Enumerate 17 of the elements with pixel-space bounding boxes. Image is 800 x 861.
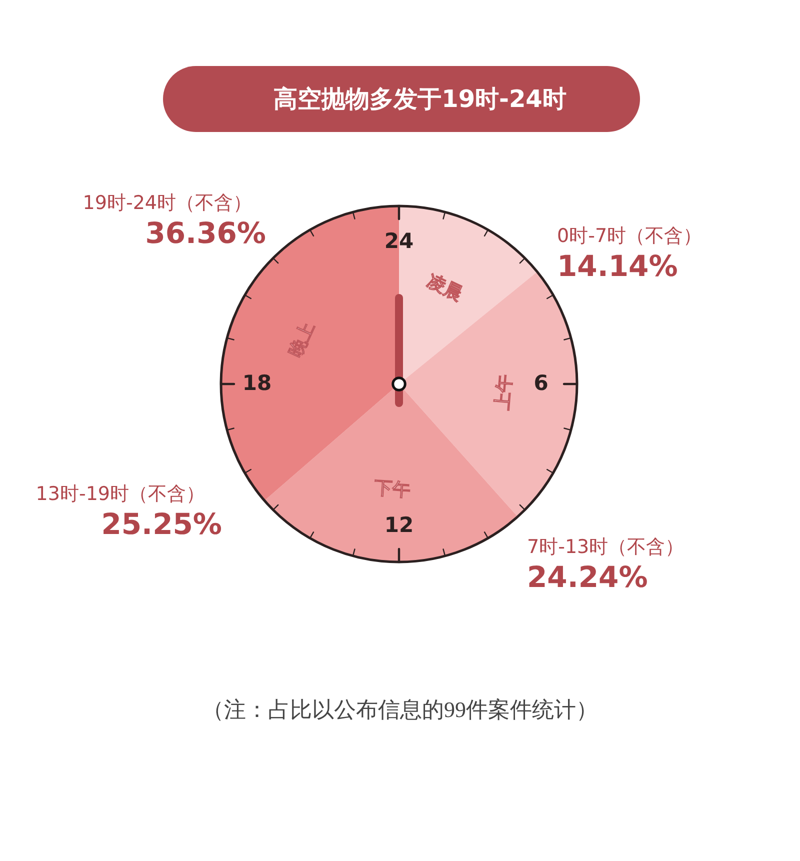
data-label: 36.36% xyxy=(145,216,266,250)
data-label: 14.14% xyxy=(557,249,678,283)
text: 凌晨 xyxy=(424,270,466,306)
text: 上午 xyxy=(492,374,516,412)
text: 24 xyxy=(384,229,414,253)
text: 12 xyxy=(384,513,414,537)
data-label: 25.25% xyxy=(101,507,222,541)
slice-label: 19时-24时（不含） xyxy=(82,192,252,214)
text: 18 xyxy=(242,371,272,395)
slice-label: 13时-19时（不含） xyxy=(36,483,205,505)
slice-label: 0时-7时（不含） xyxy=(557,225,702,247)
text: （注：占比以公布信息的99件案件统计） xyxy=(202,697,598,722)
data-label: 24.24% xyxy=(527,560,648,594)
slice-label: 7时-13时（不含） xyxy=(527,536,684,558)
text: 下午 xyxy=(372,478,411,501)
text: 6 xyxy=(534,371,548,395)
chart-title: 高空抛物多发于19时-24时 xyxy=(274,85,566,113)
